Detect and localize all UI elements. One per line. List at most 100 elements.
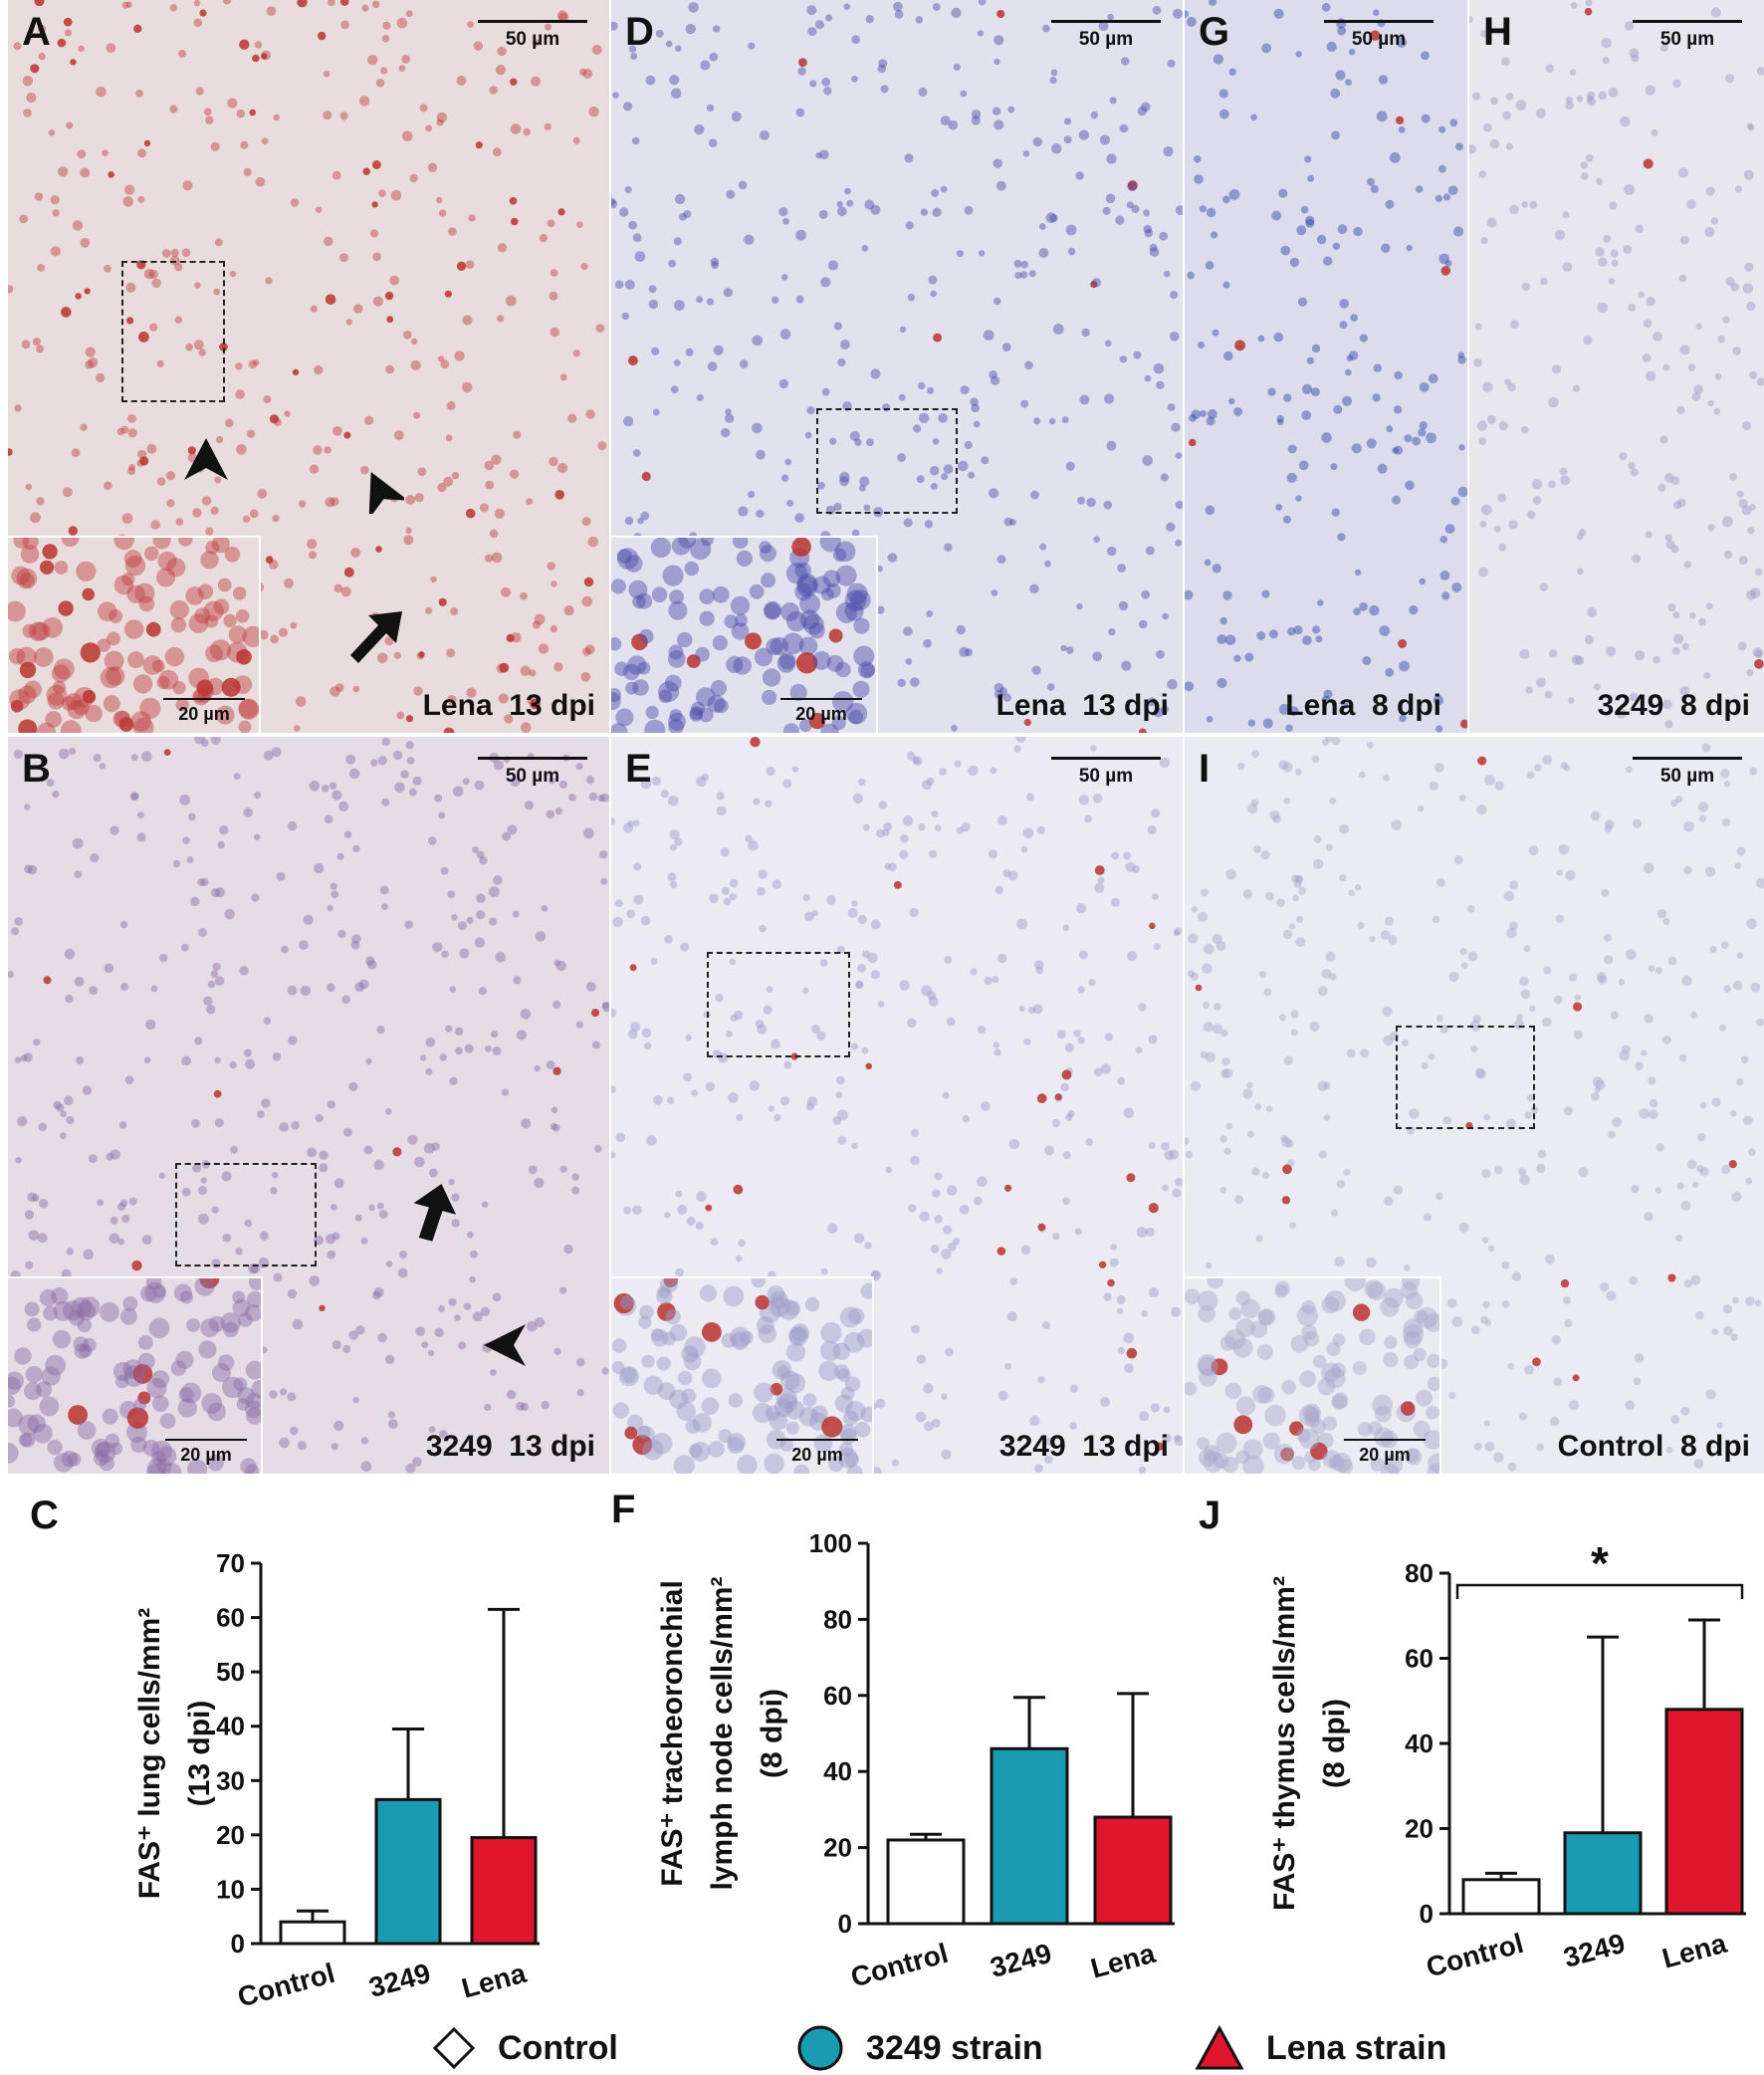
cell-nucleus xyxy=(247,1290,261,1308)
cell-nucleus xyxy=(99,1455,115,1472)
cell-nucleus xyxy=(1402,1278,1421,1290)
y-axis-label: FAS⁺ thymus cells/mm² xyxy=(1268,1576,1301,1911)
cell-nucleus xyxy=(8,1443,19,1464)
cell-nucleus xyxy=(1501,1261,1510,1269)
cell-nucleus xyxy=(186,856,194,863)
cell-nucleus xyxy=(837,206,847,217)
cell-nucleus xyxy=(614,661,629,676)
cell-nucleus xyxy=(1570,1,1578,9)
cell-nucleus xyxy=(664,1212,671,1219)
cell-nucleus xyxy=(143,269,155,280)
cell-nucleus xyxy=(1321,1295,1340,1314)
cell-nucleus xyxy=(553,959,560,967)
cell-nucleus xyxy=(885,1166,892,1174)
cell-nucleus xyxy=(1124,1363,1134,1373)
cell-nucleus xyxy=(25,1365,43,1384)
cell-nucleus xyxy=(1720,941,1729,949)
cell-nucleus xyxy=(1104,1033,1113,1041)
cell-nucleus xyxy=(79,1296,101,1318)
cell-nucleus xyxy=(1742,420,1752,431)
cell-nucleus xyxy=(1519,976,1529,987)
cell-nucleus xyxy=(995,180,1006,191)
cell-nucleus xyxy=(1736,1077,1744,1086)
cell-nucleus xyxy=(18,719,38,733)
cell-nucleus xyxy=(1331,130,1340,140)
cell-nucleus xyxy=(360,1437,368,1445)
cell-nucleus xyxy=(217,577,232,592)
cell-nucleus xyxy=(131,1260,142,1271)
cell-nucleus xyxy=(421,1341,429,1348)
cell-nucleus xyxy=(410,359,421,370)
cell-nucleus xyxy=(1458,794,1466,802)
cell-nucleus xyxy=(225,418,234,428)
cell-nucleus xyxy=(1287,444,1297,454)
cell-nucleus xyxy=(772,296,779,304)
cell-nucleus xyxy=(1222,195,1230,204)
cell-nucleus xyxy=(376,1202,384,1210)
cell-nucleus xyxy=(142,1440,160,1457)
cell-nucleus xyxy=(1332,242,1341,250)
cell-nucleus xyxy=(506,633,515,643)
cell-nucleus xyxy=(1629,1275,1638,1285)
cell-nucleus xyxy=(1653,332,1662,342)
cell-nucleus xyxy=(991,589,998,596)
cell-nucleus xyxy=(491,552,503,564)
cell-nucleus xyxy=(1623,245,1633,254)
cell-nucleus xyxy=(1438,253,1449,265)
cell-nucleus xyxy=(1501,57,1510,66)
cell-nucleus xyxy=(489,917,498,926)
cell-nucleus xyxy=(612,916,623,928)
cell-nucleus xyxy=(1288,706,1299,716)
cell-nucleus xyxy=(1597,975,1608,985)
cell-nucleus xyxy=(1295,874,1304,883)
cell-nucleus xyxy=(1418,428,1427,437)
bar-chart-c: 0 10 20 30 40 50 60 70 FAS⁺ lung cells/mm² (13 dp… xyxy=(0,1484,597,2013)
cell-nucleus xyxy=(772,1360,792,1380)
cell-nucleus xyxy=(1330,88,1341,99)
cell-nucleus xyxy=(1432,915,1440,924)
cell-nucleus xyxy=(910,677,920,687)
cell-nucleus xyxy=(214,1118,224,1128)
cell-nucleus xyxy=(1710,7,1721,18)
cell-nucleus xyxy=(1480,237,1488,245)
cell-nucleus xyxy=(1508,520,1518,530)
cell-nucleus xyxy=(1198,1356,1218,1377)
cell-nucleus xyxy=(736,550,753,567)
cell-nucleus xyxy=(668,259,677,268)
cell-nucleus xyxy=(822,570,841,587)
cell-nucleus xyxy=(804,911,814,922)
cell-nucleus xyxy=(541,1400,550,1410)
cell-nucleus xyxy=(1160,473,1169,482)
tissue-background xyxy=(611,1278,872,1474)
cell-nucleus xyxy=(130,754,138,762)
cell-nucleus xyxy=(350,940,360,950)
cell-nucleus xyxy=(779,329,791,340)
cell-nucleus xyxy=(902,815,914,826)
cell-nucleus xyxy=(248,1278,261,1290)
cell-nucleus xyxy=(1628,461,1636,470)
triangle-icon xyxy=(1195,2025,1244,2070)
cell-nucleus xyxy=(1642,353,1652,362)
cell-nucleus xyxy=(1704,226,1715,238)
cell-nucleus xyxy=(1438,125,1446,133)
cell-nucleus xyxy=(641,1354,655,1368)
scale-bar-label: 50 µm xyxy=(1659,766,1715,787)
cell-nucleus xyxy=(24,804,31,810)
cell-nucleus xyxy=(216,436,224,444)
cell-nucleus xyxy=(740,1330,754,1345)
cell-nucleus xyxy=(657,1302,676,1321)
cell-nucleus xyxy=(1662,917,1670,925)
cell-nucleus xyxy=(777,1298,799,1320)
cell-nucleus xyxy=(1662,1035,1671,1044)
cell-nucleus xyxy=(1331,1453,1352,1473)
cell-nucleus xyxy=(1679,235,1689,245)
cell-nucleus xyxy=(1629,48,1640,59)
cell-nucleus xyxy=(1655,967,1662,975)
cell-nucleus xyxy=(1281,1379,1296,1395)
cell-nucleus xyxy=(1310,387,1320,397)
cell-nucleus xyxy=(857,778,866,787)
cell-nucleus xyxy=(738,506,749,517)
cell-nucleus xyxy=(24,864,33,874)
cell-nucleus xyxy=(1348,350,1359,360)
cell-nucleus xyxy=(364,415,374,425)
